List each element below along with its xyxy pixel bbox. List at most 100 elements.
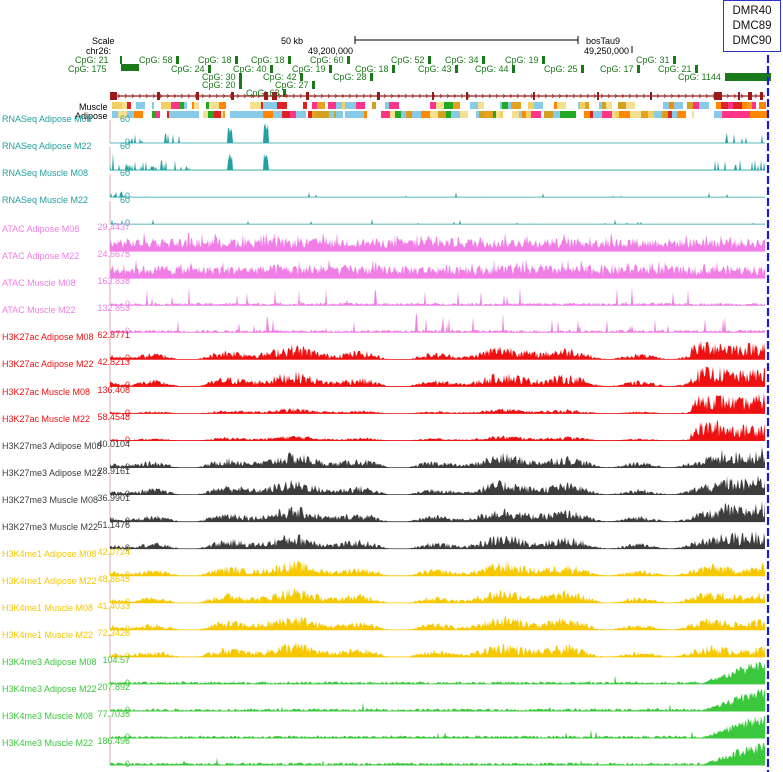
track-label: RNASeq Adipose M22 [2,141,92,152]
cpg-island-label: CpG: 31 [636,55,670,65]
cpg-island-label: CpG: 43 [418,64,452,74]
cpg-island-block [312,81,315,89]
chromatin-state-adipose [156,111,160,118]
gene-strand-arrow [418,93,422,99]
scale-label: Scale [92,36,115,46]
chromatin-state-muscle [312,102,317,109]
chromatin-state-adipose [152,111,156,118]
gene-strand-arrow [607,93,611,99]
cpg-island-label: CpG: 19 [505,55,539,65]
gene-strand-arrow [348,93,352,99]
chromatin-state-adipose [261,111,263,118]
cpg-island-block [283,89,286,97]
cpg-island-label: CpG: 30 [202,72,236,82]
position-left-label: 49,200,000 [308,46,354,56]
track-min-value: 0 [124,732,130,743]
chromatin-state-muscle [747,102,752,109]
chromatin-state-muscle [585,102,589,109]
gene-exon [738,92,740,100]
gene-strand-arrow [390,93,394,99]
chromatin-state-muscle [161,102,171,109]
track-signal [110,743,765,766]
track-signal [110,393,765,414]
chromatin-state-adipose [722,111,727,118]
gene-exon [466,92,468,100]
gene-strand-arrow [628,93,632,99]
chromatin-state-muscle [194,102,199,109]
chromatin-state-adipose [174,111,182,118]
chromatin-state-muscle [626,102,635,109]
gene-strand-arrow [180,93,184,99]
chromatin-state-adipose [553,111,560,118]
track-signal [110,366,765,387]
track-max-value: 60 [119,114,130,124]
chromatin-state-adipose [662,111,668,118]
cpg-island-block [581,65,584,73]
gene-exon [306,92,309,100]
track-max-value: 42.8213 [97,357,130,368]
chromatin-state-muscle [112,102,122,109]
track-label: H3K27me3 Muscle M22 [2,521,99,532]
cpg-island-block [121,64,139,71]
chromatin-state-muscle [752,102,756,109]
track-signal [110,716,765,739]
track-signal [110,560,765,576]
chromatin-state-adipose [203,111,208,118]
track-label: RNASeq Adipose M08 [2,114,92,124]
cpg-island-label: CpG: 18 [355,64,389,74]
track-label: H3K4me3 Adipose M22 [2,684,97,695]
gene-strand-arrow [684,93,688,99]
gene-strand-arrow [173,93,177,99]
chromatin-state-muscle [303,102,307,109]
gene-strand-arrow [257,93,261,99]
track-label: RNASeq Muscle M22 [2,195,89,206]
track-signal [110,286,765,306]
gene-strand-arrow [411,93,415,99]
chromatin-state-adipose [430,111,438,118]
chromatin-state-adipose [308,111,312,118]
track-signal [110,191,765,198]
track-label: H3K4me3 Muscle M08 [2,711,94,722]
chromatin-state-adipose [290,111,296,118]
cpg-island-block [300,73,303,81]
chromatin-state-adipose [496,111,500,118]
chromatin-state-adipose [714,111,722,118]
chromatin-state-muscle [317,102,325,109]
gene-strand-arrow [677,93,681,99]
gene-exon [760,92,763,100]
cpg-island-label: CpG: 28 [333,72,367,82]
track-signal [110,662,765,684]
track-label: ATAC Muscle M22 [2,305,76,316]
gene-exon [231,92,234,100]
chromatin-state-adipose [331,111,334,118]
dmr-label-box: DMR40 DMC89 DMC90 [723,0,781,52]
chromatin-state-muscle [348,102,356,109]
gene-strand-arrow [579,93,583,99]
cpg-island-block [512,65,515,73]
chromatin-state-muscle [508,102,511,109]
chromatin-state-adipose [584,111,590,118]
gene-strand-arrow [481,93,485,99]
chromatin-state-adipose [167,111,169,118]
chromatin-state-adipose [438,111,446,118]
chromatin-state-adipose [296,111,306,118]
track-max-value: 163.838 [97,276,130,287]
chromatin-state-muscle [259,102,261,109]
chromatin-state-adipose [258,111,261,118]
gene-strand-arrow [124,93,128,99]
gene-strand-arrow [537,93,541,99]
track-label: RNASeq Muscle M08 [2,168,89,179]
chromatin-state-adipose [484,111,493,118]
track-min-value: 0 [124,705,130,716]
gene-exon [196,92,199,100]
dmc-label-2: DMC90 [732,35,772,47]
chromatin-state-muscle [470,102,478,109]
track-label: H3K27ac Adipose M22 [2,359,94,370]
chromatin-state-muscle [263,102,269,109]
gene-strand-arrow [313,93,317,99]
chromatin-state-muscle [261,102,263,109]
track-max-value: 24.6675 [97,249,130,260]
cpg-row-label-1: CpG: 21 [75,55,109,65]
chromatin-state-muscle [618,102,626,109]
chromatin-state-muscle [250,102,259,109]
